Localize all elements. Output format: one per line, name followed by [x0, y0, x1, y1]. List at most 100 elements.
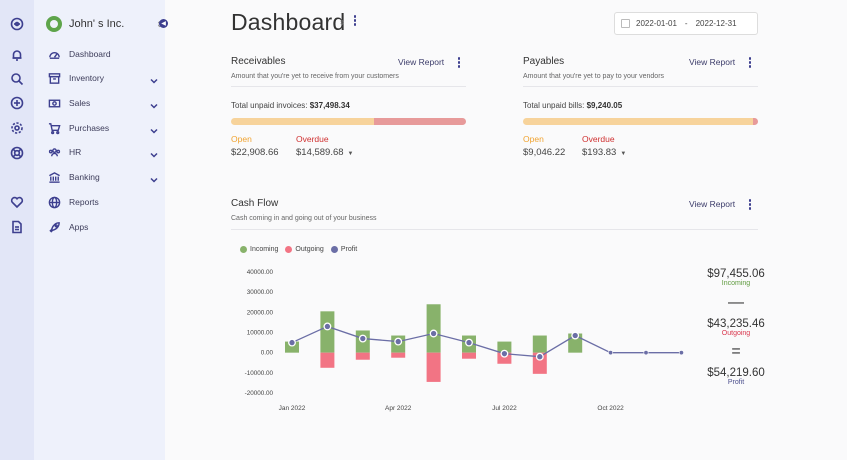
- receivables-unpaid: Total unpaid invoices: $37,498.34: [231, 101, 350, 110]
- legend-swatch: [240, 246, 247, 253]
- bell-icon[interactable]: [9, 47, 25, 63]
- outgoing-bar: [497, 352, 512, 364]
- unpaid-value: $9,240.05: [586, 101, 623, 110]
- payables-overdue-dropdown[interactable]: $193.83 ▼: [582, 147, 626, 158]
- receivables-view-report-link[interactable]: View Report: [398, 57, 445, 67]
- receivables-overdue-dropdown[interactable]: $14,589.68 ▼: [296, 147, 354, 158]
- receivables-title: Receivables: [231, 56, 286, 67]
- rocket-icon: [47, 220, 61, 234]
- profit-point: [323, 322, 332, 331]
- receivables-menu-kebab-icon[interactable]: [456, 57, 462, 69]
- profit-point: [535, 352, 544, 361]
- document-icon[interactable]: [9, 219, 25, 235]
- legend-item-outgoing[interactable]: Outgoing: [285, 246, 324, 253]
- sidebar-item-inventory[interactable]: Inventory: [47, 69, 159, 87]
- unpaid-label: Total unpaid bills:: [523, 101, 585, 110]
- sidebar-item-reports[interactable]: Reports: [47, 193, 159, 211]
- y-tick-label: -20000.00: [245, 390, 274, 397]
- company-name: John' s Inc.: [69, 18, 125, 30]
- sidebar-item-label: Inventory: [69, 73, 104, 83]
- sidebar-item-purchases[interactable]: Purchases: [47, 119, 159, 137]
- outgoing-bar: [391, 352, 406, 358]
- overdue-segment: [374, 118, 466, 125]
- sidebar-item-dashboard[interactable]: Dashboard: [47, 45, 159, 63]
- sidebar: John' s Inc. ⇕ ◀ Dashboard Inventory Sal…: [34, 0, 168, 460]
- outgoing-bar: [355, 352, 370, 360]
- profit-point: [678, 350, 684, 356]
- open-segment: [231, 118, 375, 125]
- open-segment: [523, 118, 754, 125]
- legend-item-profit[interactable]: Profit: [330, 246, 358, 253]
- profit-point: [500, 349, 509, 358]
- receivables-overdue-label: Overdue: [296, 134, 329, 144]
- cashflow-view-report-link[interactable]: View Report: [689, 199, 736, 209]
- y-tick-label: 20000.00: [247, 309, 274, 316]
- payables-menu-kebab-icon[interactable]: [747, 57, 753, 69]
- incoming-bar: [320, 311, 335, 353]
- caret-down-icon: ▼: [347, 151, 354, 157]
- settings-circle-icon[interactable]: [9, 16, 25, 32]
- incoming-bar: [426, 304, 441, 353]
- payables-view-report-link[interactable]: View Report: [689, 57, 736, 67]
- legend-swatch: [285, 246, 293, 253]
- incoming-total: $97,455.06: [707, 268, 765, 280]
- company-switcher[interactable]: John' s Inc. ⇕: [46, 14, 171, 34]
- receivables-progress-bar: [231, 118, 466, 125]
- y-tick-label: 10000.00: [247, 330, 274, 337]
- date-range-picker[interactable]: 2022-01-01 - 2022-12-31: [614, 12, 758, 35]
- receivables-open-value: $22,908.66: [231, 147, 279, 158]
- search-icon[interactable]: [9, 71, 25, 87]
- chart-legend: Incoming Outgoing Profit: [240, 246, 364, 253]
- chevron-down-icon: [149, 147, 159, 158]
- date-from[interactable]: 2022-01-01: [636, 19, 677, 28]
- heart-icon[interactable]: [9, 194, 25, 210]
- overdue-value: $193.83: [582, 147, 617, 158]
- summary-incoming: $97,455.06 Incoming: [704, 268, 768, 287]
- plus-circle-icon[interactable]: [9, 95, 25, 111]
- icon-rail: [0, 0, 34, 460]
- outgoing-label: Outgoing: [721, 330, 751, 337]
- sidebar-item-hr[interactable]: HR: [47, 143, 159, 161]
- x-tick-label: Jan 2022: [279, 405, 306, 412]
- legend-label: Incoming: [250, 246, 279, 253]
- unpaid-value: $37,498.34: [309, 101, 350, 110]
- chevron-down-icon: [149, 172, 159, 183]
- outgoing-bar: [320, 352, 335, 368]
- sidebar-item-label: Purchases: [69, 123, 110, 133]
- cashflow-menu-kebab-icon[interactable]: [747, 199, 753, 211]
- legend-swatch: [330, 246, 338, 253]
- profit-point: [429, 329, 438, 338]
- overdue-value: $14,589.68: [296, 147, 344, 158]
- legend-label: Profit: [340, 246, 358, 253]
- date-to[interactable]: 2022-12-31: [695, 19, 737, 28]
- legend-item-incoming[interactable]: Incoming: [240, 246, 278, 253]
- collapse-sidebar-button[interactable]: ◀: [159, 19, 168, 28]
- sidebar-item-sales[interactable]: Sales: [47, 94, 159, 112]
- profit-point: [571, 331, 580, 340]
- help-lifebuoy-icon[interactable]: [9, 145, 25, 161]
- divider: [231, 86, 466, 87]
- chevron-down-icon: [149, 73, 159, 84]
- page-menu-kebab-icon[interactable]: [352, 15, 358, 31]
- globe-icon: [47, 195, 61, 209]
- sidebar-item-label: HR: [69, 147, 82, 157]
- profit-label: Profit: [727, 379, 745, 386]
- payables-open-value: $9,046.22: [523, 147, 566, 158]
- gear-icon[interactable]: [9, 120, 25, 136]
- sort-icon[interactable]: ⇕: [339, 20, 345, 27]
- outgoing-total: $43,235.46: [707, 318, 765, 330]
- profit-point: [643, 350, 649, 356]
- box-icon: [47, 71, 61, 85]
- sidebar-item-banking[interactable]: Banking: [47, 168, 159, 186]
- people-icon: [47, 145, 61, 159]
- minus-sign: —: [728, 294, 744, 311]
- gauge-icon: [47, 47, 61, 61]
- chevron-left-icon: ◀: [161, 21, 166, 27]
- sidebar-item-label: Reports: [69, 197, 99, 207]
- payables-overdue-label: Overdue: [582, 134, 615, 144]
- x-tick-label: Apr 2022: [385, 405, 412, 412]
- calendar-icon: [621, 19, 630, 28]
- sidebar-item-label: Apps: [69, 222, 89, 232]
- incoming-bar: [497, 341, 512, 353]
- sidebar-item-apps[interactable]: Apps: [47, 218, 159, 236]
